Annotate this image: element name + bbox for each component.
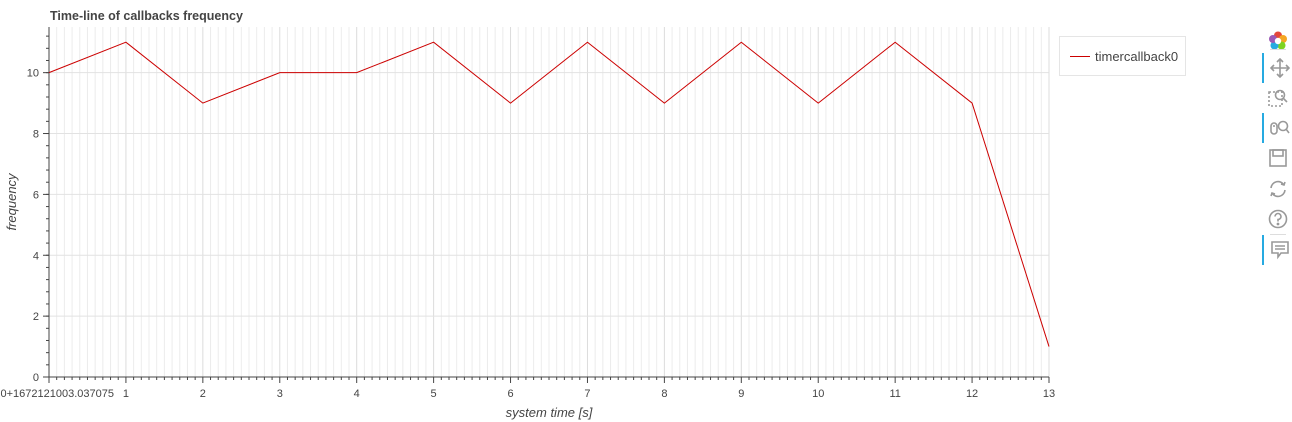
- reset-icon[interactable]: [1262, 174, 1292, 204]
- x-tick-label: 9: [738, 388, 744, 400]
- tick-marks: [43, 35, 1050, 383]
- series-line-0: [48, 41, 1050, 347]
- legend: timercallback0: [1059, 36, 1186, 76]
- pan-icon[interactable]: [1262, 53, 1292, 83]
- y-tick-label: 10: [27, 68, 39, 80]
- bokeh-logo-icon[interactable]: [1262, 26, 1292, 56]
- legend-swatch: [1070, 56, 1090, 57]
- x-tick-label: 7: [584, 388, 590, 400]
- x-tick-label: 10: [812, 388, 824, 400]
- x-tick-label: 2: [200, 388, 206, 400]
- plot-area[interactable]: [48, 41, 1050, 347]
- y-tick-label: 8: [33, 129, 39, 141]
- tick-labels: 0+1672121003.037075 1 2 3 4 5 6 7 8 9 10 11 12 130246…: [1, 68, 1056, 400]
- y-tick-label: 2: [33, 311, 39, 323]
- x-tick-label: 5: [431, 388, 437, 400]
- y-tick-label: 4: [33, 250, 39, 262]
- x-axis-label: system time [s]: [506, 405, 593, 420]
- chart-title: Time-line of callbacks frequency: [50, 9, 243, 23]
- box-zoom-icon[interactable]: [1262, 83, 1292, 113]
- x-tick-label: 4: [354, 388, 360, 400]
- x-tick-label: 0+1672121003.037075: [1, 388, 114, 400]
- toolbar: [1262, 26, 1292, 276]
- x-tick-label: 12: [966, 388, 978, 400]
- y-axis-label: frequency: [4, 172, 19, 231]
- y-tick-label: 6: [33, 189, 39, 201]
- x-tick-label: 6: [507, 388, 513, 400]
- x-tick-label: 8: [661, 388, 667, 400]
- x-tick-label: 3: [277, 388, 283, 400]
- minor-grid: [56, 27, 1042, 377]
- y-tick-label: 0: [33, 372, 39, 384]
- x-tick-label: 13: [1043, 388, 1055, 400]
- major-grid: [49, 27, 1050, 377]
- hover-icon[interactable]: [1262, 235, 1292, 265]
- wheel-zoom-icon[interactable]: [1262, 113, 1292, 143]
- legend-label: timercallback0: [1095, 49, 1179, 64]
- x-tick-label: 1: [123, 388, 129, 400]
- help-icon[interactable]: [1262, 204, 1292, 234]
- save-icon[interactable]: [1262, 143, 1292, 173]
- x-tick-label: 11: [889, 388, 900, 400]
